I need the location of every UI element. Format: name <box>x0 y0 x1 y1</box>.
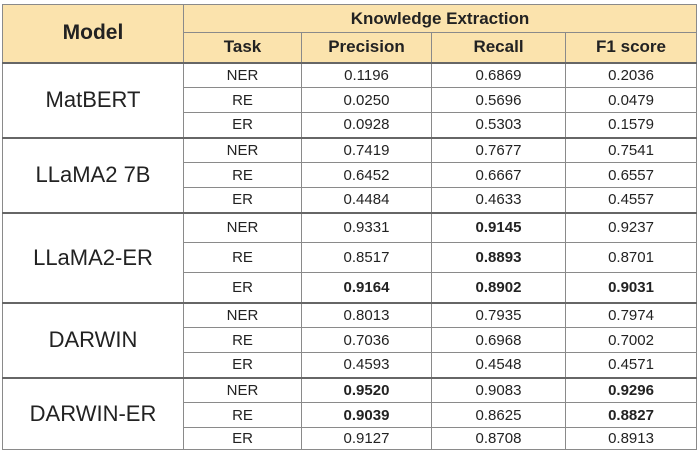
precision-cell: 0.9164 <box>301 272 432 303</box>
task-cell: RE <box>183 87 302 113</box>
task-cell: NER <box>183 376 302 403</box>
f1-cell: 0.2036 <box>564 61 698 88</box>
task-cell: ER <box>183 272 302 303</box>
f1-cell: 0.6557 <box>564 162 698 188</box>
recall-cell: 0.9083 <box>431 376 566 403</box>
recall-cell: 0.8625 <box>431 402 566 428</box>
model-header: Model <box>2 4 184 63</box>
precision-cell: 0.1196 <box>301 61 432 88</box>
task-column-header: Task <box>183 32 302 63</box>
table-row: RE 0.7036 0.6968 0.7002 <box>3 327 698 353</box>
model-name-cell: LLaMA2-ER <box>2 211 184 303</box>
precision-cell: 0.7036 <box>301 327 432 353</box>
f1-cell: 0.9031 <box>564 272 698 303</box>
f1-cell: 0.4557 <box>564 187 698 213</box>
recall-cell: 0.4548 <box>431 352 566 378</box>
task-cell: NER <box>183 301 302 328</box>
table-row: LLaMA2 7B NER 0.7419 0.7677 0.7541 <box>2 136 698 213</box>
recall-cell: 0.7677 <box>431 136 566 163</box>
precision-cell: 0.4484 <box>301 187 432 213</box>
precision-cell: 0.8517 <box>301 242 432 273</box>
recall-cell: 0.4633 <box>431 187 566 213</box>
f1-column-header: F1 score <box>564 32 698 63</box>
table-row: ER 0.0928 0.5303 0.1579 <box>3 112 698 138</box>
task-cell: ER <box>183 112 302 138</box>
f1-cell: 0.7002 <box>564 327 698 353</box>
task-cell: NER <box>183 136 302 163</box>
task-cell: RE <box>183 327 302 353</box>
f1-cell: 0.9296 <box>564 376 698 403</box>
table-row: RE 0.0250 0.5696 0.0479 <box>3 87 698 113</box>
table-row: DARWIN-ER NER 0.9520 0.9083 0.9296 <box>2 376 698 450</box>
model-name-cell: DARWIN-ER <box>2 376 184 450</box>
precision-cell: 0.0928 <box>301 112 432 138</box>
task-cell: RE <box>183 242 302 273</box>
recall-cell: 0.9145 <box>431 211 566 243</box>
precision-cell: 0.4593 <box>301 352 432 378</box>
task-cell: NER <box>183 211 302 243</box>
task-cell: ER <box>183 352 302 378</box>
task-cell: NER <box>183 61 302 88</box>
recall-cell: 0.6869 <box>431 61 566 88</box>
table-row: ER 0.4593 0.4548 0.4571 <box>3 352 698 378</box>
precision-cell: 0.6452 <box>301 162 432 188</box>
table-row: DARWIN NER 0.8013 0.7935 0.7974 <box>2 301 698 378</box>
table-row: RE 0.8517 0.8893 0.8701 <box>3 242 698 273</box>
task-cell: ER <box>183 427 302 450</box>
results-table: Model Knowledge Extraction Task Precisio… <box>2 4 698 450</box>
f1-cell: 0.7974 <box>564 301 698 328</box>
f1-cell: 0.9237 <box>564 211 698 243</box>
precision-column-header: Precision <box>301 32 432 63</box>
table-row: MatBERT NER 0.1196 0.6869 0.2036 <box>2 61 698 138</box>
precision-cell: 0.8013 <box>301 301 432 328</box>
f1-cell: 0.1579 <box>564 112 698 138</box>
f1-cell: 0.8827 <box>564 402 698 428</box>
f1-cell: 0.8701 <box>564 242 698 273</box>
model-name-cell: DARWIN <box>2 301 184 378</box>
precision-cell: 0.9127 <box>301 427 432 450</box>
precision-cell: 0.0250 <box>301 87 432 113</box>
precision-cell: 0.9331 <box>301 211 432 243</box>
f1-cell: 0.0479 <box>564 87 698 113</box>
precision-cell: 0.7419 <box>301 136 432 163</box>
table-row: ER 0.4484 0.4633 0.4557 <box>3 187 698 213</box>
recall-cell: 0.8708 <box>431 427 566 450</box>
knowledge-extraction-header: Knowledge Extraction <box>182 4 698 33</box>
model-name-cell: MatBERT <box>2 61 184 138</box>
recall-cell: 0.6968 <box>431 327 566 353</box>
recall-cell: 0.5303 <box>431 112 566 138</box>
recall-cell: 0.5696 <box>431 87 566 113</box>
f1-cell: 0.7541 <box>564 136 698 163</box>
task-cell: ER <box>183 187 302 213</box>
precision-cell: 0.9520 <box>301 376 432 403</box>
model-name-cell: LLaMA2 7B <box>2 136 184 213</box>
recall-cell: 0.6667 <box>431 162 566 188</box>
task-cell: RE <box>183 402 302 428</box>
table-row: ER 0.9127 0.8708 0.8913 <box>3 427 698 450</box>
table-row: ER 0.9164 0.8902 0.9031 <box>3 272 698 303</box>
f1-cell: 0.4571 <box>564 352 698 378</box>
table-body: MatBERT NER 0.1196 0.6869 0.2036 RE 0.0250 0.56… <box>2 61 698 450</box>
recall-cell: 0.8893 <box>431 242 566 273</box>
recall-cell: 0.8902 <box>431 272 566 303</box>
task-cell: RE <box>183 162 302 188</box>
table-row: LLaMA2-ER NER 0.9331 0.9145 0.9237 <box>2 211 698 303</box>
f1-cell: 0.8913 <box>564 427 698 450</box>
recall-cell: 0.7935 <box>431 301 566 328</box>
precision-cell: 0.9039 <box>301 402 432 428</box>
table-row: RE 0.6452 0.6667 0.6557 <box>3 162 698 188</box>
recall-column-header: Recall <box>431 32 566 63</box>
